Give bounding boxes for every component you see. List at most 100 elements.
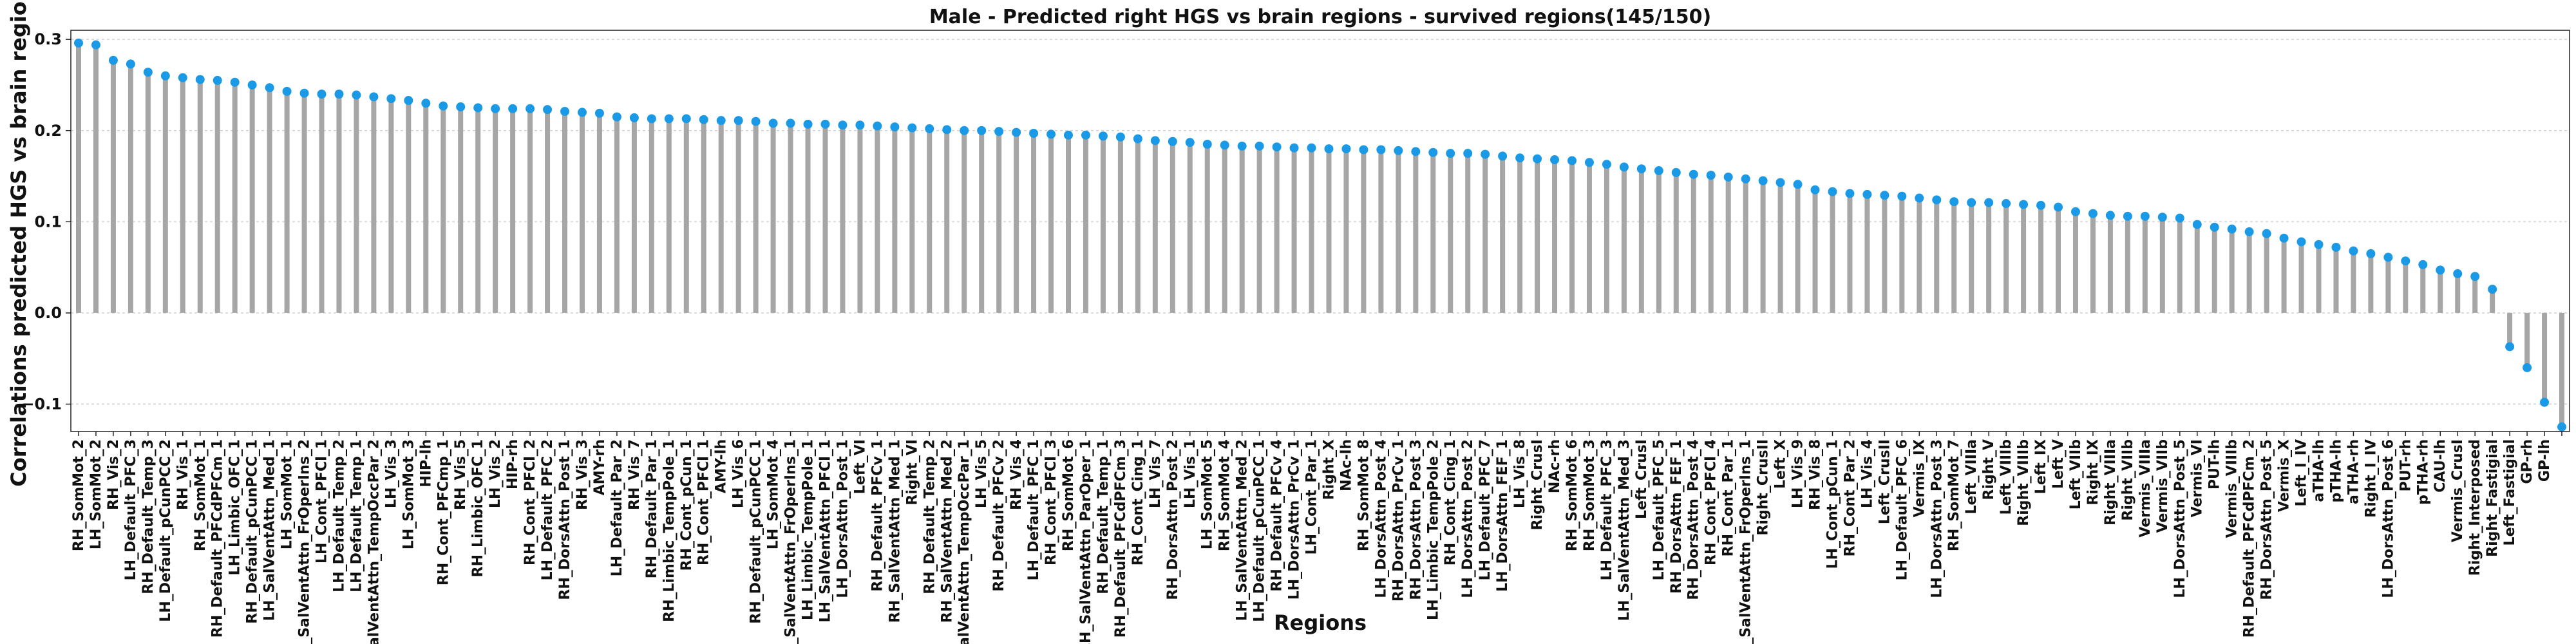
x-tick-label: RH_Cont_PFCl_2 — [522, 439, 538, 565]
data-point — [1984, 198, 1994, 207]
x-tick-label: RH_Limbic_OFC_1 — [470, 439, 486, 577]
data-point — [1428, 147, 1438, 157]
data-point — [404, 96, 413, 106]
x-tick-label: RH_DorsAttn_Post_4 — [1686, 439, 1702, 600]
data-point — [508, 104, 518, 113]
x-tick-label: Vermis_VIIIa — [2137, 439, 2154, 538]
data-point — [2140, 211, 2150, 221]
data-point — [317, 90, 327, 99]
data-point — [2505, 342, 2515, 352]
x-tick-label: aTHA-rh — [2345, 439, 2362, 504]
data-point — [543, 105, 553, 115]
data-point — [560, 107, 570, 117]
data-point — [768, 118, 778, 128]
x-tick-label: HIP-rh — [505, 439, 521, 489]
data-point — [213, 75, 222, 85]
data-point — [1411, 147, 1421, 156]
x-tick-label: Right_Interposed — [2467, 439, 2483, 576]
x-tick-label: Vermis_CrusI — [2450, 439, 2466, 542]
data-point — [1880, 191, 1889, 200]
y-axis-label: Correlations predicted HGS vs brain regi… — [6, 0, 31, 487]
x-tick-label: LH_Default_PFC_3 — [1599, 439, 1615, 580]
x-tick-label: LH_Limbic_OFC_1 — [227, 439, 243, 575]
x-tick-label: LH_SalVentAttn_Med_3 — [1616, 439, 1633, 621]
x-tick-label: LH_Default_PFC_1 — [1026, 439, 1042, 580]
x-tick-label: Vermis_IX — [1911, 439, 1927, 517]
data-point — [612, 112, 621, 122]
data-point — [2019, 200, 2029, 209]
data-point — [2383, 252, 2393, 262]
x-tick-label: RH_DorsAttn_FEF_1 — [1669, 439, 1685, 594]
data-point — [1550, 155, 1560, 165]
x-tick-label: pTHA-lh — [2328, 439, 2344, 503]
x-tick-label: Right_X — [1321, 439, 1337, 500]
x-tick-label: LH_Vis_4 — [1859, 439, 1875, 508]
data-point — [1845, 189, 1855, 198]
x-tick-label: RH_SomMot_2 — [71, 439, 87, 551]
data-point — [1967, 198, 1976, 207]
data-point — [195, 75, 205, 84]
x-tick-label: RH_DorsAttn_Post_1 — [557, 439, 573, 600]
data-point — [2470, 272, 2480, 281]
x-tick-label: RH_Default_pCunPCC_1 — [245, 439, 261, 624]
x-tick-label: LH_Limbic_TempPole_1 — [800, 439, 817, 620]
data-point — [942, 125, 952, 135]
x-tick-label: RH_DorsAttn_PrCv_1 — [1390, 439, 1406, 601]
x-tick-label: LH_DorsAttn_Post_3 — [1929, 439, 1945, 598]
data-point — [1810, 185, 1820, 194]
data-point — [1220, 140, 1229, 150]
data-point — [1081, 130, 1090, 140]
x-tick-label: RH_Cont_PFCl_3 — [1043, 439, 1059, 565]
x-tick-label: GP-rh — [2519, 439, 2535, 484]
data-point — [1255, 141, 1264, 151]
x-tick-label: RH_SalVentAttn_TempOccPar_1 — [956, 439, 972, 644]
data-point — [386, 94, 396, 104]
data-point — [1446, 149, 1455, 158]
data-point — [2418, 260, 2428, 269]
data-point — [1324, 144, 1334, 154]
data-point — [2540, 397, 2550, 407]
x-tick-label: CAU-lh — [2432, 439, 2448, 493]
data-point — [299, 88, 309, 98]
data-point — [681, 114, 691, 124]
data-point — [1515, 153, 1525, 163]
data-point — [1150, 136, 1160, 146]
x-tick-label: LH_DorsAttn_FEF_1 — [1495, 439, 1511, 592]
x-tick-label: LH_SomMot_2 — [88, 439, 104, 549]
x-tick-label: RH_Vis_5 — [453, 439, 469, 510]
data-point — [786, 118, 795, 128]
y-tick-label: 0.0 — [34, 304, 62, 322]
data-point — [230, 77, 240, 87]
y-tick-label: −0.1 — [21, 395, 62, 413]
chart-title: Male - Predicted right HGS vs brain regi… — [929, 6, 1711, 28]
data-point — [873, 121, 882, 131]
x-tick-label: RH_Vis_3 — [574, 439, 591, 510]
x-tick-label: RH_SalVentAttn_Med_2 — [939, 439, 955, 623]
data-point — [1897, 191, 1907, 201]
data-point — [1533, 154, 1542, 164]
x-tick-label: Left_V — [2050, 439, 2067, 489]
x-tick-label: RH_Cont_PFCmp_1 — [435, 439, 451, 585]
x-tick-label: LH_Default_pCunPCC_1 — [1252, 439, 1268, 622]
x-tick-label: RH_Vis_8 — [1808, 439, 1824, 510]
x-tick-label: GP-lh — [2537, 439, 2553, 482]
data-point — [282, 86, 292, 96]
marker-layer — [74, 38, 2566, 431]
x-tick-label: Right_CrusII — [1756, 439, 1772, 536]
data-point — [2349, 246, 2358, 256]
data-point — [577, 108, 587, 117]
data-point — [2436, 265, 2445, 275]
x-tick-label: AMY-lh — [714, 439, 730, 493]
x-tick-label: Left_VIIb — [2068, 439, 2084, 509]
data-point — [491, 104, 500, 113]
x-tick-label: RH_Default_PFCv_4 — [1269, 439, 1285, 592]
data-point — [1741, 174, 1750, 184]
x-tick-label: LH_Limbic_TempPole_2 — [1425, 439, 1441, 620]
data-point — [838, 120, 848, 130]
data-point — [2297, 237, 2306, 247]
x-tick-label: RH_Cont_PFCl_4 — [1703, 439, 1719, 565]
data-point — [1376, 145, 1386, 155]
x-tick-label: RH_Cont_Cing_1 — [1130, 439, 1146, 565]
data-point — [1706, 171, 1716, 180]
